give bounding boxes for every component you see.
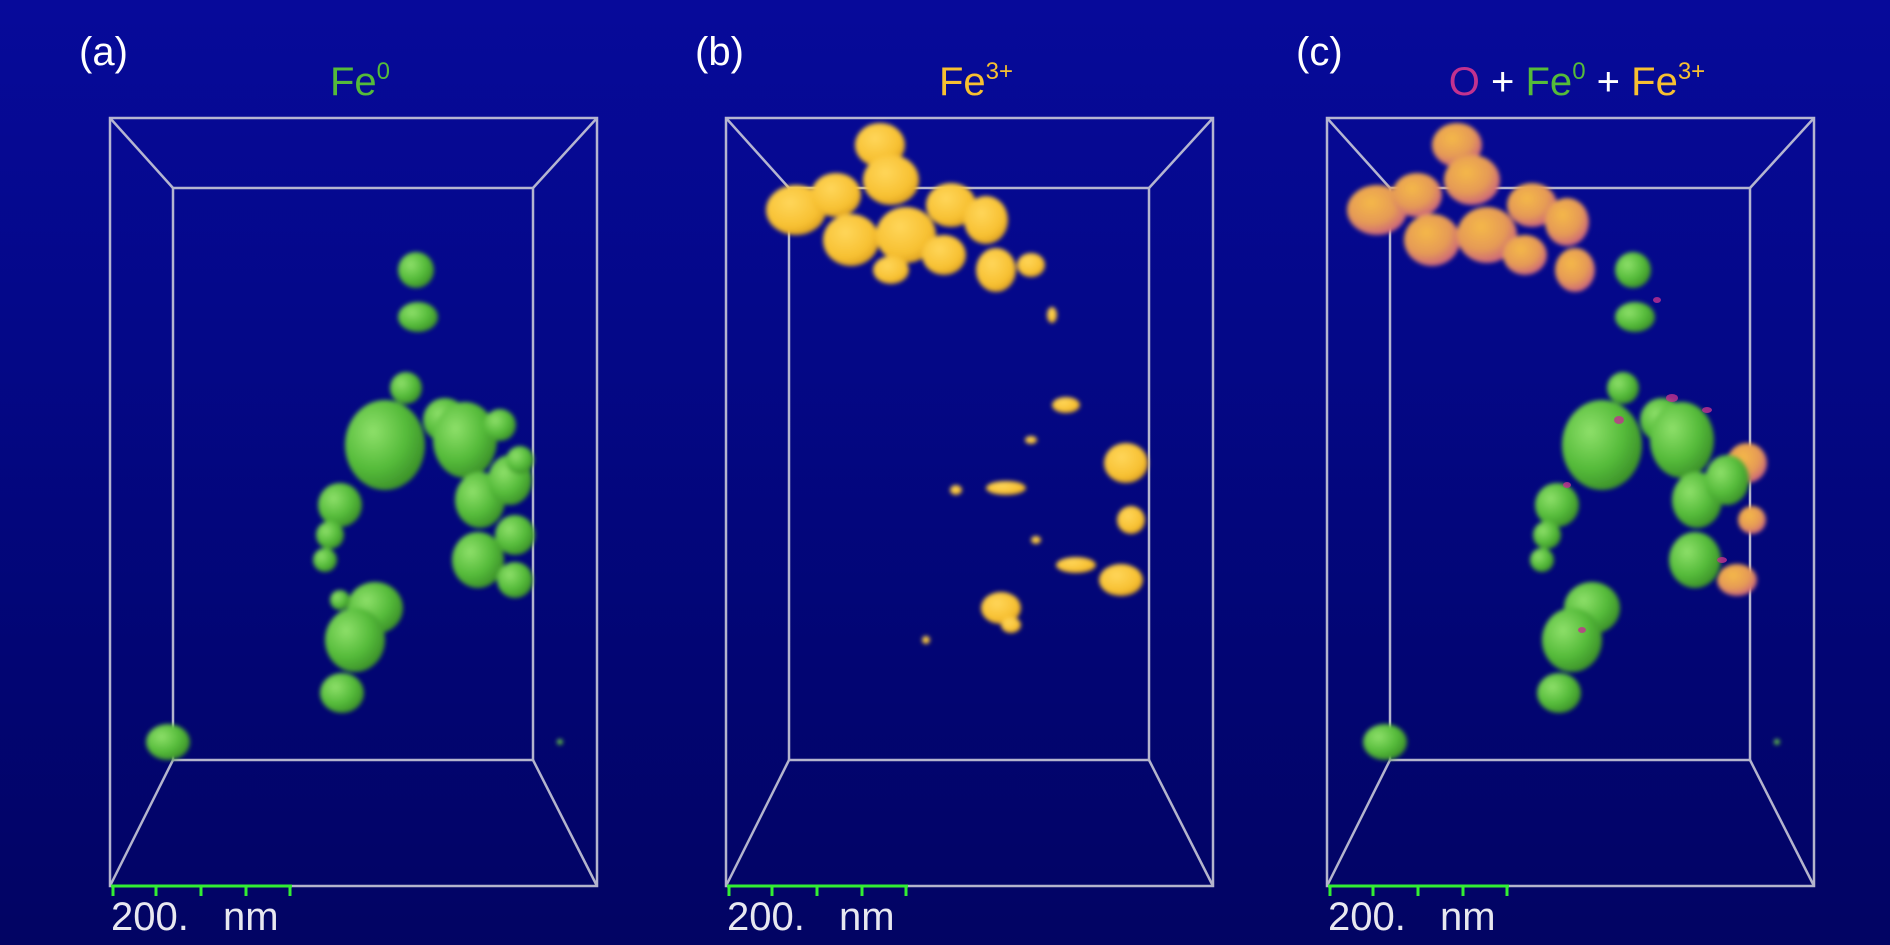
scale-value: 200. bbox=[1328, 895, 1406, 939]
title-fe-sup: 0 bbox=[376, 58, 391, 85]
title-fe-base: Fe bbox=[938, 60, 986, 104]
panel-title-fe0: Fe0 bbox=[60, 58, 660, 105]
scale-bar bbox=[1328, 884, 1509, 896]
panel-title-composite: O + Fe0 + Fe3+ bbox=[1277, 58, 1877, 105]
panel-label: (b) bbox=[695, 30, 744, 74]
title-fe-sup: 3+ bbox=[985, 58, 1014, 85]
scale-bar bbox=[727, 884, 908, 896]
fe3-particles bbox=[766, 123, 1148, 644]
panel-fe3: (b) Fe3+ bbox=[676, 0, 1276, 945]
fe0-volume-render bbox=[108, 116, 599, 896]
composite-volume-render bbox=[1325, 116, 1816, 896]
oxygen-particles bbox=[1563, 297, 1727, 633]
title-plus: + bbox=[1585, 60, 1632, 104]
bounding-box bbox=[108, 116, 599, 888]
panel-title-fe3: Fe3+ bbox=[676, 58, 1276, 105]
bounding-box bbox=[1325, 116, 1816, 888]
title-o: O bbox=[1448, 60, 1480, 104]
fe3-volume-render bbox=[724, 116, 1215, 896]
panel-label: (a) bbox=[79, 30, 128, 74]
panel-label: (c) bbox=[1296, 30, 1343, 74]
scale-unit: nm bbox=[1440, 895, 1496, 939]
title-plus: + bbox=[1479, 60, 1526, 104]
scale-unit: nm bbox=[839, 895, 895, 939]
title-fe3-base: Fe bbox=[1631, 60, 1678, 104]
fe0-particles bbox=[146, 252, 563, 760]
scale-value: 200. bbox=[111, 895, 189, 939]
title-fe0-sup: 0 bbox=[1572, 58, 1586, 85]
scale-bar bbox=[111, 884, 292, 896]
panel-composite: (c) O + Fe0 + Fe3+ bbox=[1277, 0, 1877, 945]
title-fe0-base: Fe bbox=[1525, 60, 1573, 104]
fe0-particles bbox=[1363, 252, 1780, 760]
panel-fe0: (a) Fe0 bbox=[60, 0, 660, 945]
bounding-box bbox=[724, 116, 1215, 888]
scale-unit: nm bbox=[223, 895, 279, 939]
title-fe-base: Fe bbox=[329, 60, 377, 104]
scale-value: 200. bbox=[727, 895, 805, 939]
title-fe3-sup: 3+ bbox=[1677, 58, 1706, 85]
